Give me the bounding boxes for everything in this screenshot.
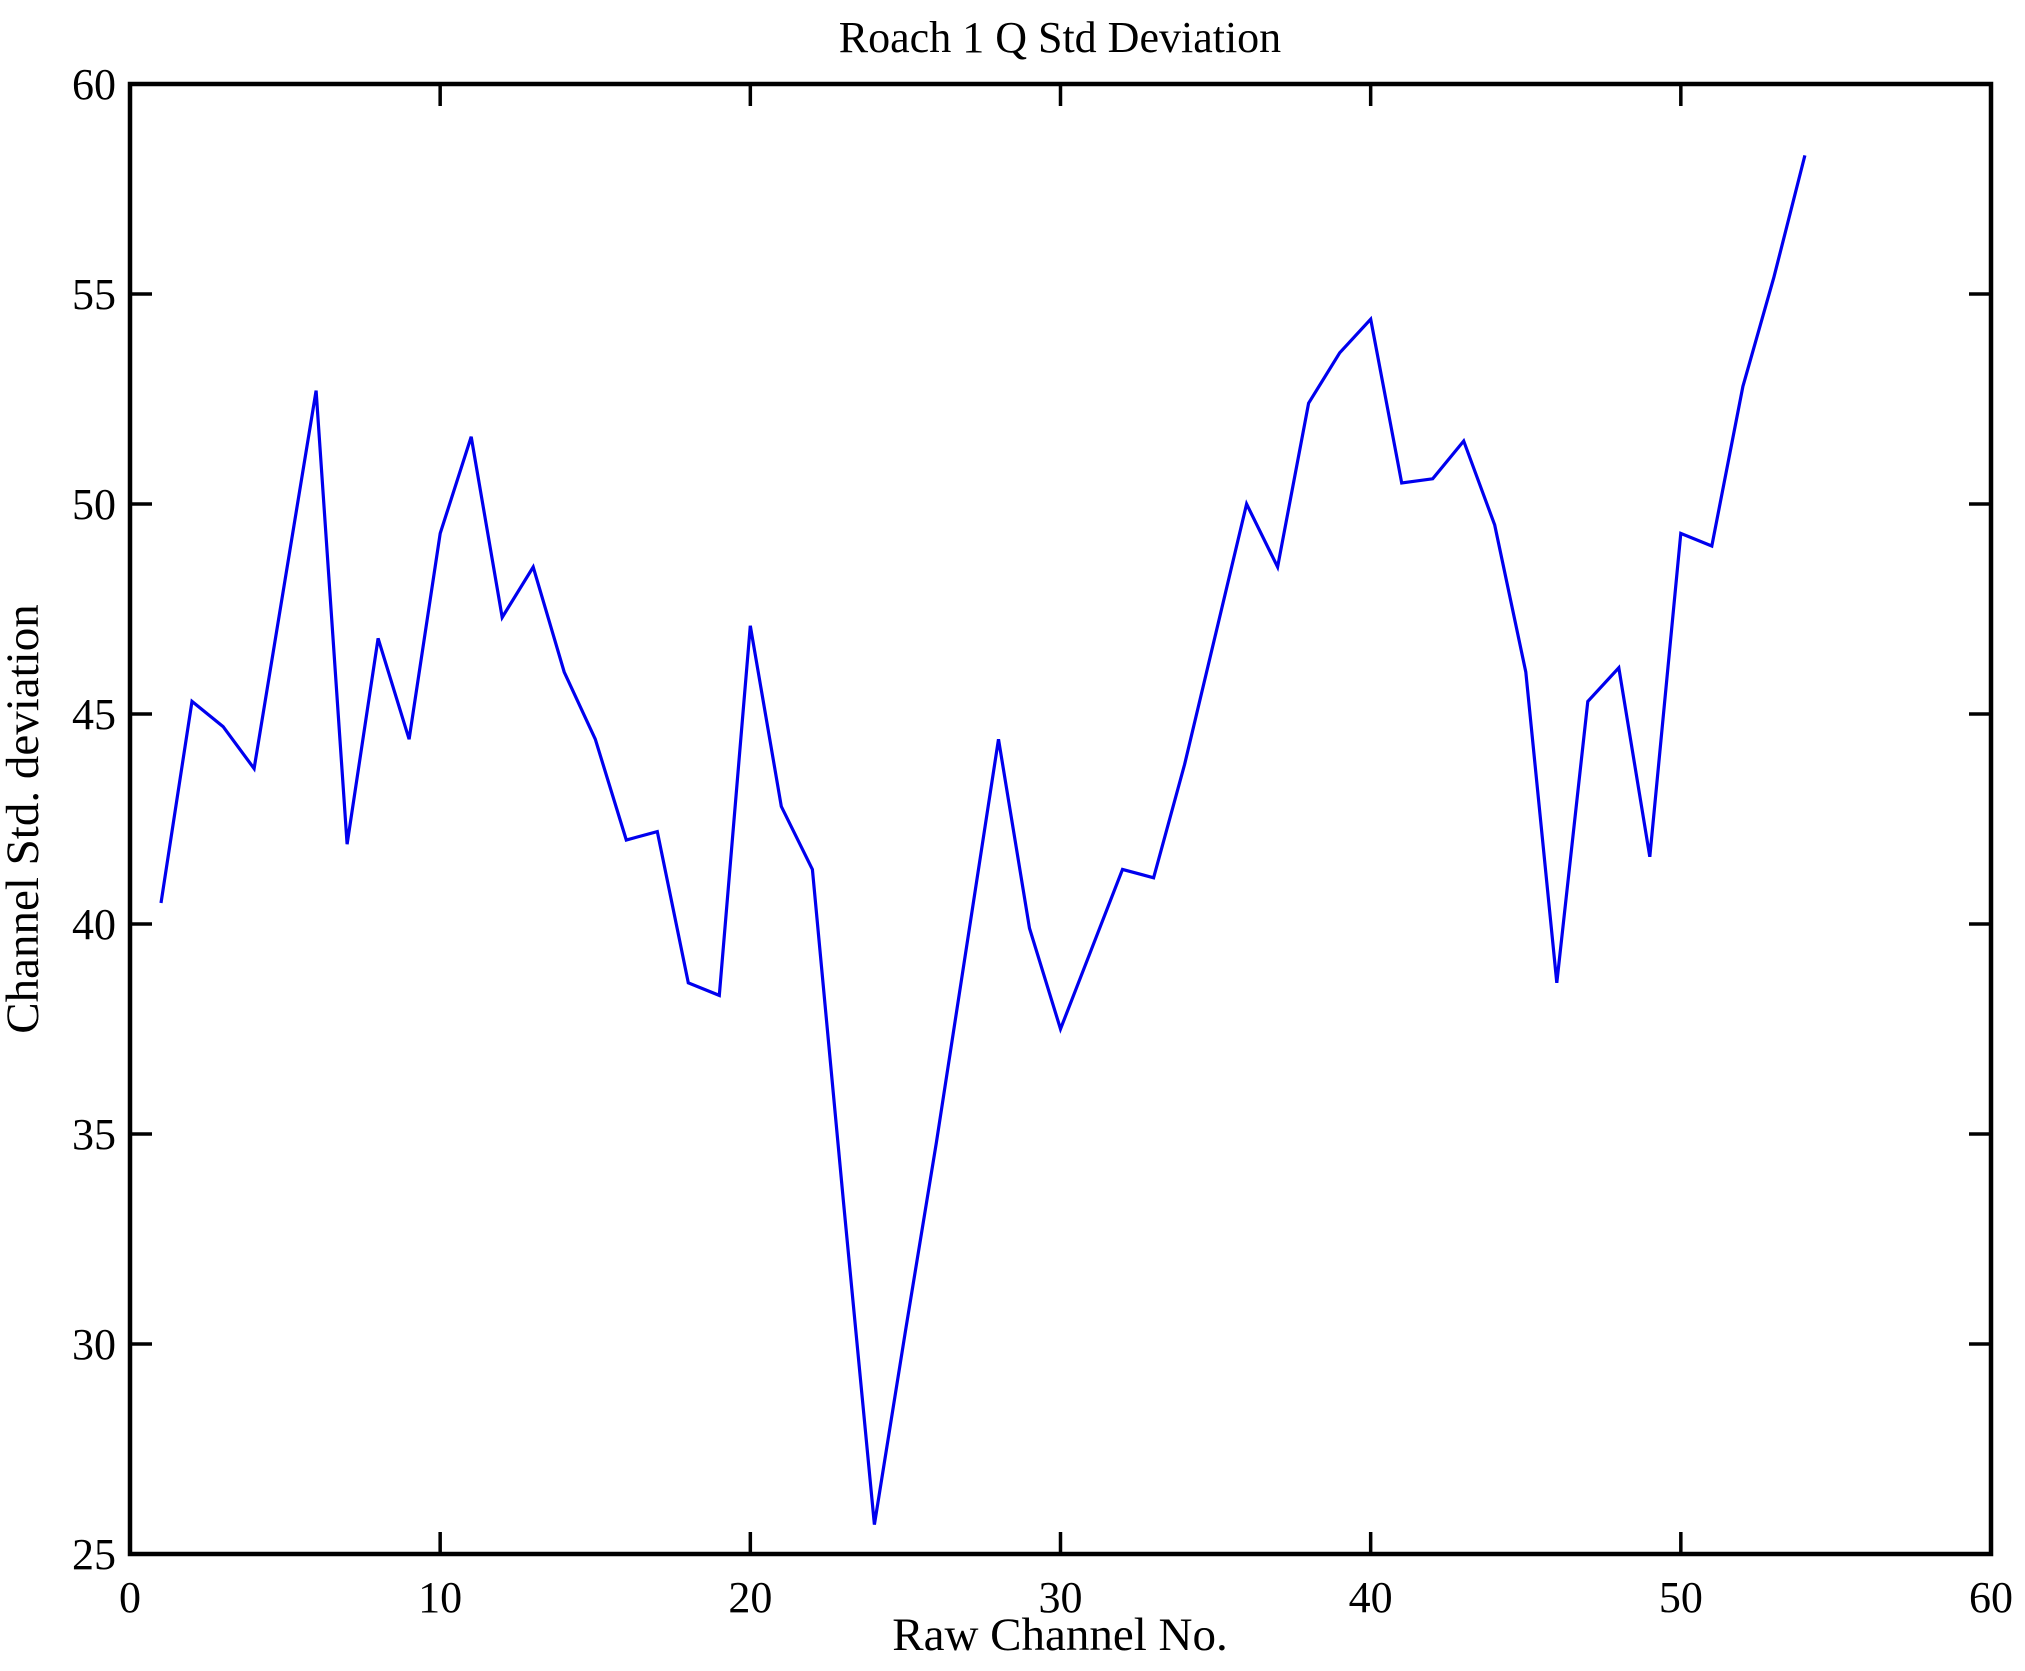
data-line <box>159 155 1807 1525</box>
y-axis-label: Channel Std. deviation <box>0 604 49 1033</box>
axes-frame <box>127 81 1994 1557</box>
chart-title: Roach 1 Q Std Deviation <box>839 13 1281 62</box>
x-tick-label: 10 <box>418 1573 462 1622</box>
y-tick-label: 40 <box>72 900 116 949</box>
x-tick-label: 60 <box>1969 1573 2013 1622</box>
x-tick-label: 0 <box>119 1573 141 1622</box>
y-tick-label: 60 <box>72 60 116 109</box>
y-tick-label: 55 <box>72 270 116 319</box>
x-axis-label: Raw Channel No. <box>892 1609 1227 1661</box>
y-tick-label: 50 <box>72 480 116 529</box>
x-tick-label: 20 <box>728 1573 772 1622</box>
y-tick-label: 25 <box>72 1530 116 1579</box>
chart-generated-content: 0 10 20 30 40 50 60 25 30 35 40 45 50 55 60 <box>72 60 2013 1622</box>
x-tick-label: 50 <box>1659 1573 1703 1622</box>
x-tick-label: 30 <box>1039 1573 1083 1622</box>
x-tick-label: 40 <box>1349 1573 1393 1622</box>
y-tick-label: 30 <box>72 1320 116 1369</box>
y-tick-label: 35 <box>72 1110 116 1159</box>
y-tick-label: 45 <box>72 690 116 739</box>
